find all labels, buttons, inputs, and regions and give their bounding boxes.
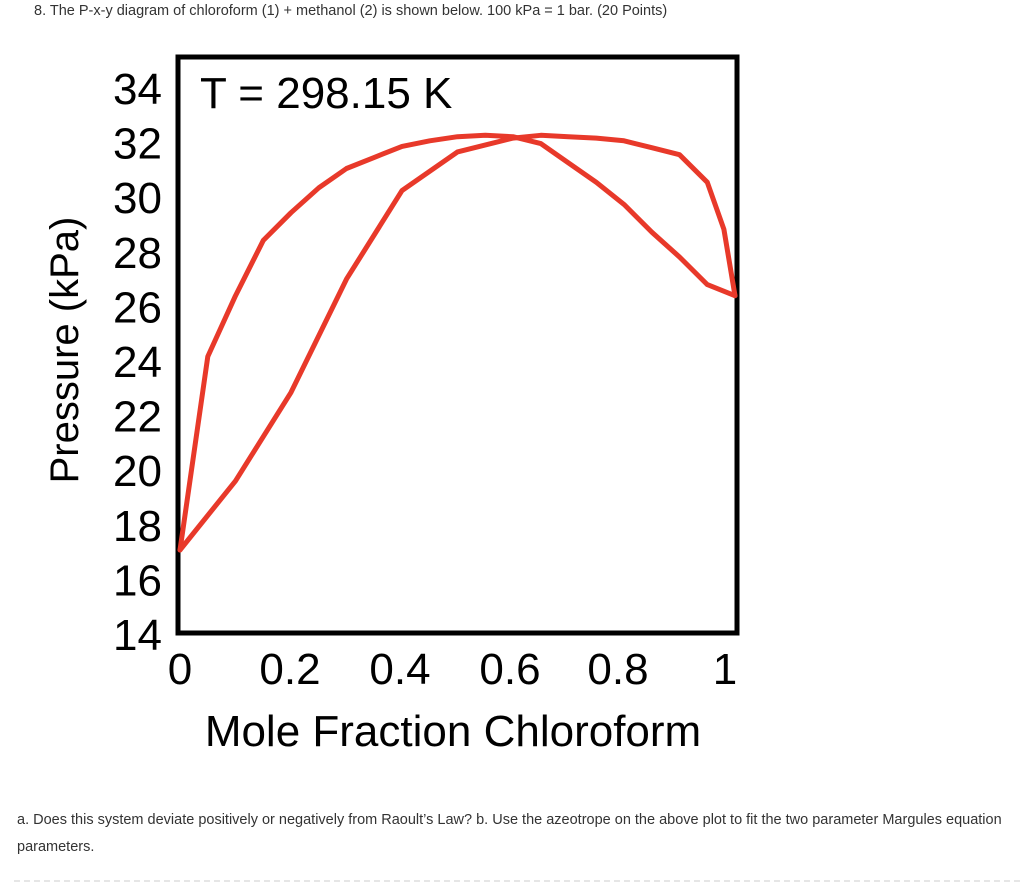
pxy-chart-svg: T = 298.15 K Mole Fraction Chloroform Pr… [43,54,740,756]
y-tick-label: 26 [113,283,162,332]
x-tick-label: 0.4 [369,645,430,694]
series-line-1 [177,132,738,553]
y-tick-label: 14 [113,611,162,660]
y-tick-labels: 34 32 30 28 26 24 22 20 18 16 14 [113,65,162,660]
question-title: 8. The P-x-y diagram of chloroform (1) +… [34,3,668,19]
y-tick-label: 16 [113,556,162,605]
y-axis-label: Pressure (kPa) [43,217,87,484]
x-tick-label: 0.2 [259,645,320,694]
y-tick-label: 28 [113,229,162,278]
y-tick-label: 24 [113,338,162,387]
y-tick-label: 34 [113,65,162,114]
x-tick-label: 1 [713,645,737,694]
y-tick-label: 22 [113,393,162,442]
x-tick-label: 0.6 [479,645,540,694]
series-lines [177,132,738,553]
question-body: a. Does this system deviate positively o… [17,812,1002,855]
series-line-2 [177,132,738,553]
x-tick-label: 0 [168,645,192,694]
divider [14,880,1020,882]
chart: T = 298.15 K Mole Fraction Chloroform Pr… [43,54,740,756]
y-tick-label: 18 [113,502,162,551]
x-tick-labels: 0 0.2 0.4 0.6 0.8 1 [168,645,737,694]
x-tick-label: 0.8 [587,645,648,694]
y-tick-label: 32 [113,120,162,169]
chart-annotation: T = 298.15 K [200,69,452,118]
x-axis-label: Mole Fraction Chloroform [205,707,701,756]
y-tick-label: 30 [113,174,162,223]
plot-frame [175,54,740,636]
y-tick-label: 20 [113,447,162,496]
